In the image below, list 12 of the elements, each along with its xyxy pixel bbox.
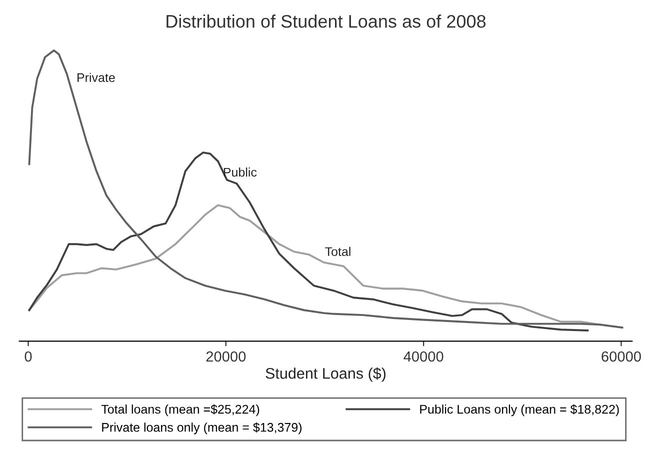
- x-tick-label: 0: [24, 351, 32, 362]
- chart-title: Distribution of Student Loans as of 2008: [166, 14, 486, 28]
- legend-label: Private loans only (mean = $13,379): [102, 422, 302, 434]
- legend-label: Public Loans only (mean = $18,822): [420, 404, 619, 416]
- x-tick-label: 60000: [602, 351, 641, 362]
- x-tick-label: 40000: [404, 351, 444, 362]
- annotation: Public: [224, 167, 257, 177]
- x-axis-title: Student Loans ($): [266, 367, 386, 382]
- annotation: Private: [78, 72, 115, 82]
- annotation: Total: [325, 246, 350, 256]
- x-tick-label: 20000: [206, 351, 246, 362]
- legend-label: Total loans (mean =$25,224): [101, 404, 260, 416]
